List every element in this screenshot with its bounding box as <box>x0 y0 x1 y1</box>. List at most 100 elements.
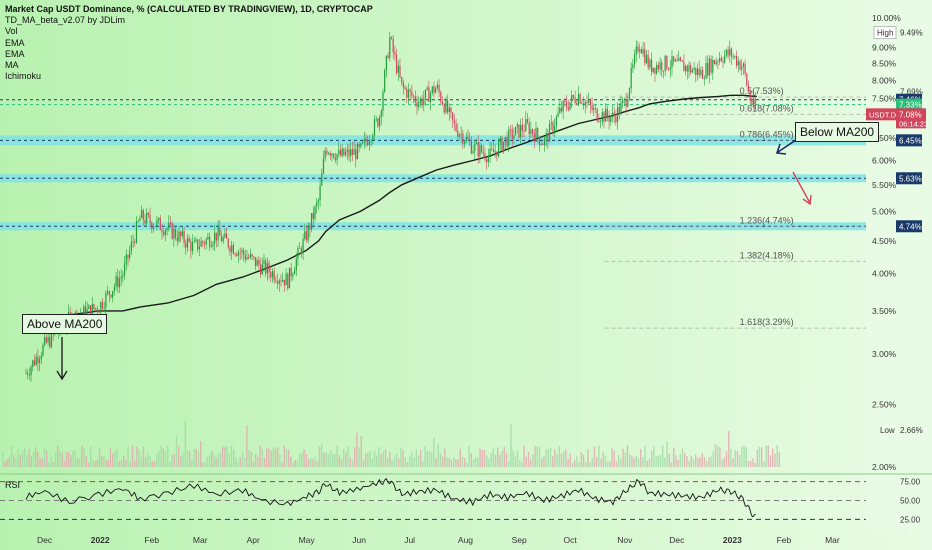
volume-bar <box>39 457 41 467</box>
legend-indicator[interactable]: Vol <box>5 26 18 37</box>
volume-bar <box>721 459 723 467</box>
volume-bar <box>142 446 145 467</box>
volume-bar <box>356 432 358 467</box>
candle-body <box>30 367 32 376</box>
candle-body <box>27 373 29 375</box>
candle-body <box>270 272 272 278</box>
candle-body <box>157 218 160 220</box>
volume-bar <box>10 445 13 467</box>
volume-bar <box>499 454 501 467</box>
candle-body <box>547 132 549 142</box>
candle-body <box>290 267 292 277</box>
candle-body <box>314 206 316 219</box>
volume-bar <box>437 444 439 467</box>
volume-bar <box>241 452 244 467</box>
volume-bar <box>706 460 708 467</box>
volume-low-value: 2.66% <box>900 426 923 435</box>
candle-body <box>214 232 216 244</box>
candle-body <box>258 259 260 265</box>
volume-bar <box>725 451 728 467</box>
volume-bar <box>761 447 763 467</box>
legend-indicator[interactable]: EMA <box>5 48 25 59</box>
candle-body <box>89 305 92 318</box>
volume-bar <box>719 447 721 467</box>
candle-body <box>443 104 445 113</box>
candle-body <box>623 99 625 101</box>
volume-bar <box>338 455 340 467</box>
candle-body <box>144 220 146 224</box>
candle-body <box>176 237 178 241</box>
volume-bar <box>620 459 622 467</box>
volume-bar <box>772 448 774 467</box>
volume-bar <box>450 460 453 467</box>
legend-indicator[interactable]: Ichimoku <box>5 71 42 82</box>
candle-body <box>283 279 285 286</box>
legend-indicator[interactable]: MA <box>5 60 19 71</box>
price-axis: 10.00% 9.00% 8.50% 8.00% 7.50% 6.50% 6.00% 5.50… <box>866 13 928 472</box>
candle-body <box>491 148 493 150</box>
candle-body <box>338 149 340 155</box>
candle-body <box>572 95 574 98</box>
time-tick-label: Apr <box>247 535 260 545</box>
volume-bar <box>299 453 301 467</box>
volume-bar <box>116 449 118 467</box>
candle-body <box>305 231 308 241</box>
candle-body <box>142 209 144 221</box>
candle-body <box>302 238 304 254</box>
candle-body <box>508 129 510 147</box>
candle-body <box>370 140 372 142</box>
candle-body <box>120 276 122 279</box>
volume-bar <box>651 450 653 467</box>
candle-body <box>669 67 671 70</box>
volume-bar <box>549 447 552 467</box>
candle-body <box>732 56 734 58</box>
time-tick-label: May <box>299 535 316 545</box>
volume-bar <box>523 445 525 467</box>
volume-bar <box>754 462 756 467</box>
price-tick-label: 6.50% <box>872 133 897 143</box>
volume-bar <box>156 453 158 467</box>
price-tick-label: 2.00% <box>872 462 897 472</box>
candle-body <box>690 65 692 73</box>
candle-body <box>674 59 676 62</box>
candle-body <box>610 117 612 122</box>
candle-body <box>681 60 683 62</box>
candle-body <box>606 108 608 117</box>
volume-bar <box>712 451 714 467</box>
candle-body <box>525 119 527 132</box>
candle-body <box>185 242 187 248</box>
volume-bar <box>30 456 32 467</box>
candle-body <box>652 67 654 73</box>
volume-bar <box>230 445 233 467</box>
candle-body <box>389 37 391 58</box>
volume-bar <box>294 459 296 467</box>
volume-bar <box>395 453 398 467</box>
volume-bar <box>257 456 259 467</box>
legend-indicator[interactable]: EMA <box>5 37 25 48</box>
volume-bar <box>541 458 543 467</box>
candle-body <box>350 149 352 157</box>
volume-bar <box>611 448 613 467</box>
volume-bar <box>19 455 21 467</box>
candle-body <box>633 54 636 65</box>
candle-body <box>463 141 466 145</box>
level-badge <box>896 134 922 147</box>
volume-bar <box>162 448 164 467</box>
volume-bar <box>703 457 706 467</box>
volume-bar <box>578 462 580 467</box>
candle-body <box>222 237 224 242</box>
volume-bar <box>659 454 662 467</box>
volume-bar <box>151 461 153 467</box>
legend-indicator[interactable]: TD_MA_beta_v2.07 by JDLim <box>5 15 126 26</box>
candle-body <box>538 137 540 145</box>
volume-bar <box>332 453 334 467</box>
candle-body <box>355 149 357 160</box>
volume-bar <box>774 453 776 467</box>
volume-bar <box>248 450 250 467</box>
volume-bar <box>547 449 549 467</box>
candle-body <box>215 232 217 241</box>
candle-body <box>480 145 483 153</box>
candle-body <box>673 56 675 62</box>
